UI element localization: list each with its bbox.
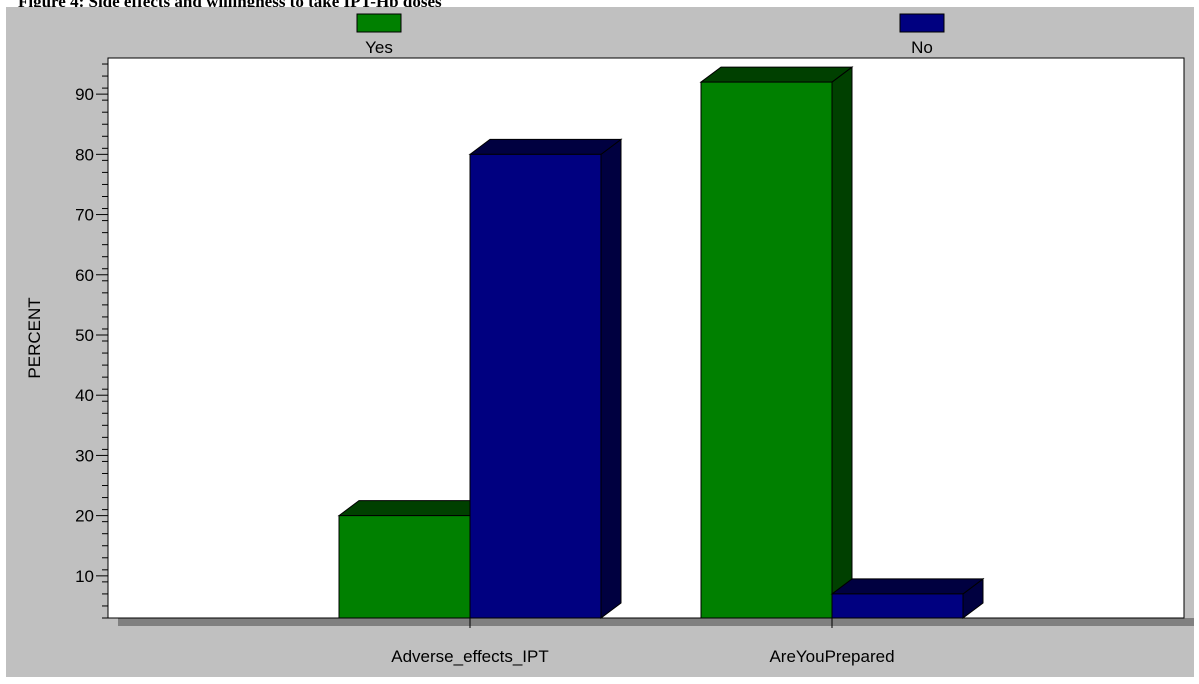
y-tick-label: 70 (75, 206, 94, 225)
bar-no-0 (469, 153, 602, 619)
bar-no-1 (831, 593, 964, 619)
y-tick-label: 10 (75, 567, 94, 586)
plot-shadow (118, 618, 1194, 626)
y-tick-label: 50 (75, 326, 94, 345)
y-tick-label: 80 (75, 145, 94, 164)
x-tick-label: Adverse_effects_IPT (391, 647, 549, 666)
bar-side-no-0 (600, 138, 622, 619)
x-tick-label: AreYouPrepared (769, 647, 894, 666)
bar-top-yes-0 (337, 500, 492, 517)
bar-side-yes-1 (831, 66, 853, 619)
y-tick-label: 30 (75, 446, 94, 465)
legend-swatch-no (899, 13, 945, 33)
bar-yes-0 (338, 515, 471, 619)
legend-label-yes: Yes (365, 38, 393, 57)
figure-caption: Figure 4: Side effects and willingness t… (18, 0, 442, 11)
plot-area (107, 57, 1185, 619)
y-tick-label: 40 (75, 386, 94, 405)
bar-top-no-1 (830, 578, 985, 595)
legend-swatch-yes (356, 13, 402, 33)
bar-yes-1 (700, 81, 833, 619)
y-tick-label: 60 (75, 266, 94, 285)
bar-top-no-0 (468, 138, 623, 155)
legend-label-no: No (911, 38, 933, 57)
y-axis-title: PERCENT (25, 297, 44, 378)
bar-top-yes-1 (699, 66, 854, 83)
y-tick-label: 20 (75, 507, 94, 526)
y-tick-label: 90 (75, 85, 94, 104)
